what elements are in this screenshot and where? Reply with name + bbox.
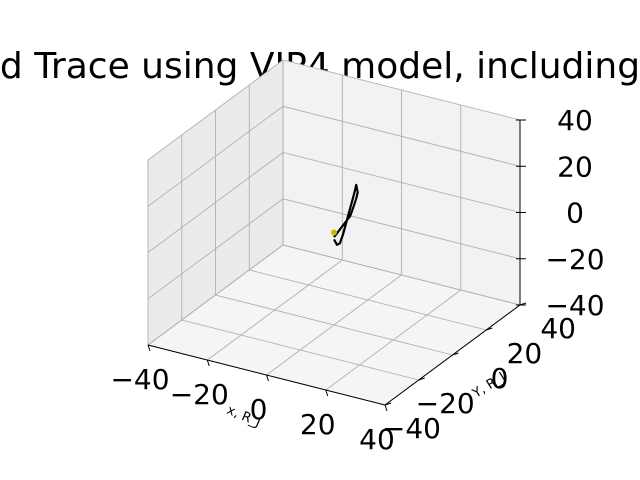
- z-tick-label: 40: [557, 104, 593, 137]
- z-tick-label: −40: [545, 289, 604, 322]
- x-tick-mark: [384, 404, 388, 412]
- y-tick-label: 0: [491, 362, 509, 395]
- y-tick-label: −20: [416, 387, 475, 420]
- z-gridline: [147, 198, 521, 300]
- z-gridline: [147, 105, 521, 207]
- field-trace-line: [333, 183, 359, 246]
- x-tick-label: 0: [250, 393, 268, 426]
- x-tick-mark: [325, 389, 329, 397]
- x-tick-label: −20: [170, 378, 229, 411]
- y-tick-label: 40: [540, 312, 576, 345]
- data-marks: [331, 183, 359, 246]
- z-gridline: [147, 244, 521, 346]
- y-tick-mark: [384, 402, 392, 406]
- x-tick-mark: [266, 374, 269, 382]
- y-tick-label: 20: [507, 337, 543, 370]
- z-tick-label: −20: [545, 243, 604, 276]
- z-tick-label: 20: [557, 150, 593, 183]
- x-tick-label: 40: [359, 423, 395, 456]
- x-tick-label: 20: [300, 408, 336, 441]
- z-gridline: [147, 59, 521, 161]
- z-gridline: [147, 152, 521, 253]
- y-tick-label: −40: [382, 412, 441, 445]
- y-tick-mark: [486, 327, 493, 331]
- x-tick-mark: [206, 359, 210, 367]
- x-tick-mark: [147, 344, 151, 352]
- z-tick-label: 0: [566, 197, 584, 230]
- x-tick-label: −40: [110, 363, 169, 396]
- y-axis-label: Y, R_J: [469, 370, 508, 402]
- origin-marker-point: [331, 229, 337, 236]
- y-tick-mark: [418, 377, 425, 381]
- y-tick-mark: [452, 352, 459, 356]
